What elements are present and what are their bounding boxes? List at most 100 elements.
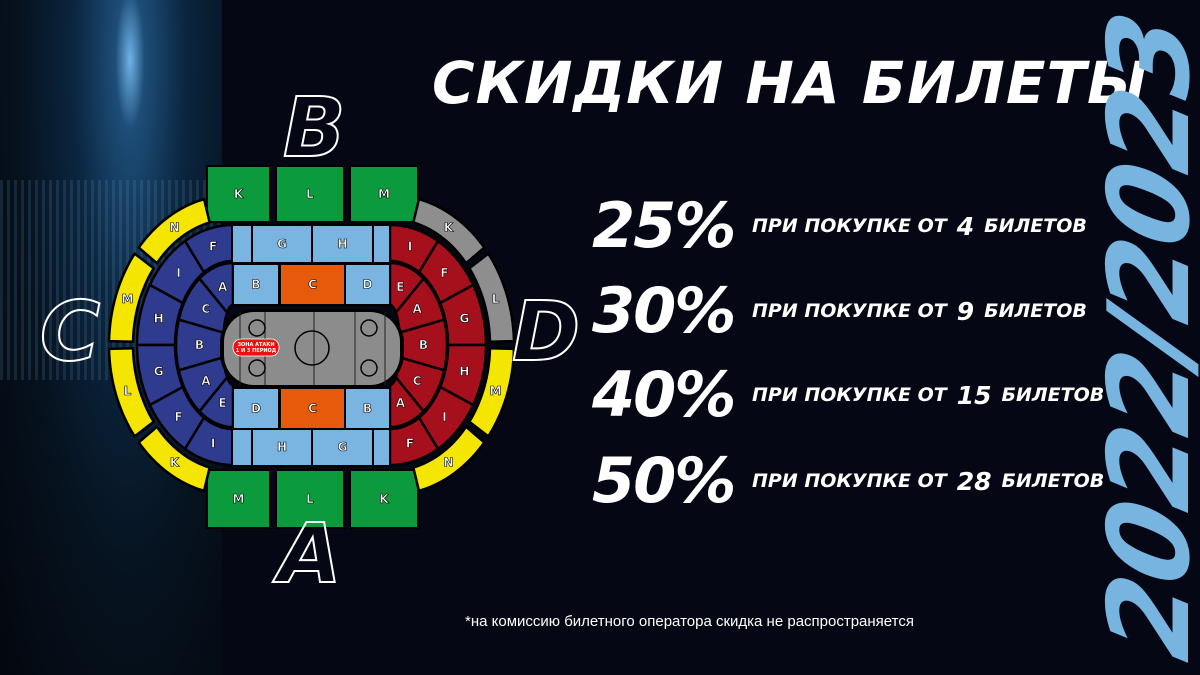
side-label-bottom: A — [277, 507, 342, 602]
section-label: F — [440, 266, 448, 280]
season-stripe: 2022/2023 — [1085, 0, 1200, 675]
discount-condition: ПРИ ПОКУПКЕ ОТ — [752, 300, 947, 323]
section[interactable] — [372, 224, 391, 264]
side-label-left: C — [39, 285, 101, 380]
section-label: M — [121, 292, 133, 306]
section[interactable] — [231, 427, 253, 467]
section[interactable] — [467, 347, 516, 439]
section-label: L — [492, 292, 500, 306]
section-label: G — [459, 312, 469, 326]
section[interactable] — [197, 374, 235, 429]
side-label-right: D — [511, 285, 581, 380]
discount-percent: 50% — [592, 444, 736, 517]
discount-condition: ПРИ ПОКУПКЕ ОТ — [752, 470, 947, 493]
section[interactable] — [206, 165, 271, 223]
section-label: K — [444, 220, 454, 234]
section-label: K — [170, 456, 180, 470]
footnote: *на комиссию билетного оператора скидка … — [465, 613, 914, 630]
section[interactable] — [137, 424, 212, 493]
discount-unit: БИЛЕТОВ — [1001, 384, 1105, 407]
section-label: H — [277, 440, 287, 454]
season-label: 2022/2023 — [1085, 4, 1200, 670]
section[interactable] — [231, 224, 253, 264]
section[interactable] — [372, 427, 391, 467]
ticket-count: 4 — [956, 211, 975, 241]
section-label: I — [408, 239, 412, 253]
section-label: B — [419, 338, 428, 352]
section-label: K — [234, 187, 244, 201]
section-label: G — [277, 237, 287, 251]
section-label: L — [306, 187, 314, 201]
section-label: K — [379, 492, 389, 506]
discount-row: 50% ПРИ ПОКУПКЕ ОТ 28 БИЛЕТОВ — [592, 444, 1104, 517]
section-label: G — [154, 364, 164, 378]
section-label: C — [413, 374, 422, 388]
section-label: C — [201, 302, 210, 316]
section[interactable] — [275, 165, 345, 223]
section[interactable] — [232, 387, 280, 430]
section[interactable] — [311, 427, 374, 467]
section[interactable] — [137, 197, 212, 266]
section[interactable] — [349, 469, 419, 529]
discount-row: 40% ПРИ ПОКУПКЕ ОТ 15 БИЛЕТОВ — [592, 358, 1105, 431]
section-label: A — [201, 374, 211, 388]
ticket-count: 28 — [956, 466, 992, 496]
section[interactable] — [107, 251, 156, 343]
section-label: H — [337, 237, 347, 251]
section[interactable] — [232, 263, 280, 306]
ice-rink[interactable] — [224, 312, 400, 385]
section-label: I — [176, 266, 180, 280]
section-label: F — [174, 410, 182, 424]
section-label: F — [209, 239, 217, 253]
section-label: D — [363, 278, 373, 292]
section[interactable] — [411, 424, 486, 493]
attack-zone-label: ЗОНА АТАКИ — [237, 342, 274, 348]
section-label: L — [124, 384, 132, 398]
page-title: СКИДКИ НА БИЛЕТЫ — [432, 49, 1149, 117]
ticket-count: 9 — [956, 296, 975, 326]
section-label: D — [251, 402, 261, 416]
discount-percent: 40% — [592, 358, 736, 431]
discount-percent: 25% — [592, 189, 736, 262]
section[interactable] — [411, 197, 486, 266]
section-label: N — [443, 456, 453, 470]
section-label: G — [338, 440, 348, 454]
section-label: H — [459, 364, 469, 378]
section[interactable] — [279, 263, 346, 306]
section[interactable] — [344, 263, 391, 306]
discount-row: 25% ПРИ ПОКУПКЕ ОТ 4 БИЛЕТОВ — [592, 189, 1087, 262]
section[interactable] — [467, 251, 516, 343]
section-label: I — [442, 410, 446, 424]
ticket-count: 15 — [956, 380, 992, 410]
section-label: M — [233, 492, 245, 506]
section[interactable] — [349, 165, 419, 223]
discount-row: 30% ПРИ ПОКУПКЕ ОТ 9 БИЛЕТОВ — [592, 274, 1087, 347]
section[interactable] — [107, 347, 156, 439]
section-label: C — [308, 402, 317, 416]
section-label: A — [412, 302, 422, 316]
discount-unit: БИЛЕТОВ — [984, 215, 1087, 238]
section-label: E — [396, 280, 404, 294]
section-label: A — [396, 396, 406, 410]
discount-percent: 30% — [592, 274, 736, 347]
section-label: B — [363, 402, 372, 416]
discount-condition: ПРИ ПОКУПКЕ ОТ — [752, 384, 947, 407]
attack-zone-badge[interactable] — [232, 338, 280, 357]
section-label: A — [218, 280, 228, 294]
section[interactable] — [388, 374, 426, 429]
section[interactable] — [206, 469, 271, 529]
section-label: F — [406, 437, 414, 451]
section-label: M — [490, 384, 502, 398]
attack-zone-label: 1 И 3 ПЕРИОД — [236, 348, 277, 354]
section[interactable] — [275, 469, 345, 529]
section-label: C — [308, 278, 317, 292]
discount-condition: ПРИ ПОКУПКЕ ОТ — [752, 215, 947, 238]
section-label: N — [169, 220, 179, 234]
section-label: B — [251, 278, 260, 292]
discount-unit: БИЛЕТОВ — [984, 300, 1087, 323]
side-label-top: B — [282, 81, 347, 176]
section-label: B — [195, 338, 204, 352]
section-label: M — [378, 187, 390, 201]
section[interactable] — [344, 387, 391, 430]
